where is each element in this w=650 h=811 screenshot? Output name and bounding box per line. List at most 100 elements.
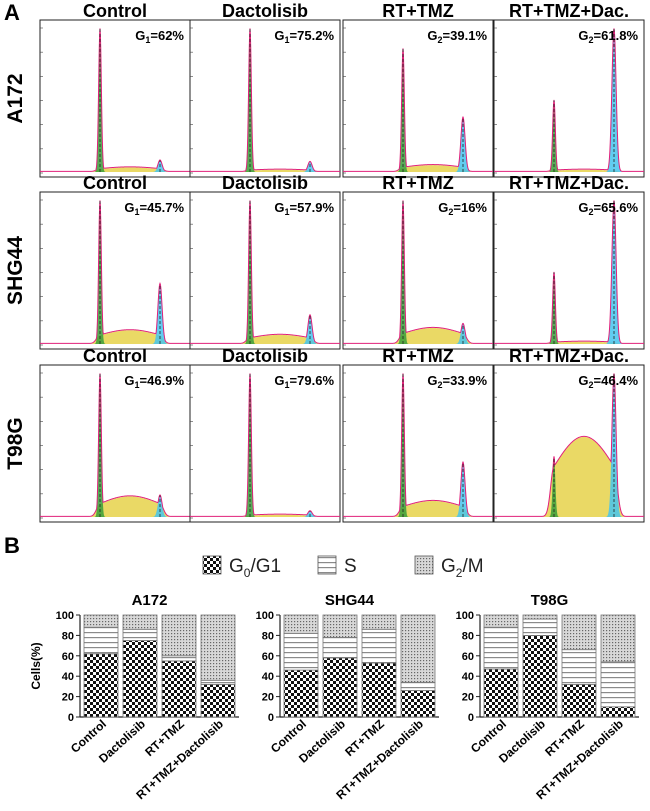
section-label-a: A — [4, 0, 20, 25]
phase-percentage-label: G1=45.7% — [124, 200, 184, 217]
bar-segment-g2-m — [200, 614, 236, 681]
fit-line — [494, 200, 644, 344]
y-tick-label: 0 — [468, 712, 474, 724]
phase-percentage-label: G1=75.2% — [274, 28, 334, 45]
fit-line — [494, 373, 644, 517]
fit-line — [40, 28, 190, 172]
histogram-title: RT+TMZ+Dac. — [509, 1, 629, 21]
histogram-panel: RT+TMZ G2=39.1% — [342, 1, 494, 178]
y-tick-label: 20 — [262, 692, 274, 704]
histogram-title: Dactolisib — [222, 346, 308, 366]
y-tick-label: 80 — [62, 630, 74, 642]
y-tick-label: 60 — [62, 651, 74, 663]
histogram-frame — [39, 19, 191, 178]
histogram-frame — [342, 191, 494, 350]
g2-peak-area — [190, 315, 340, 344]
bar-segment-g2-m — [122, 614, 158, 630]
section-label-b: B — [4, 533, 20, 558]
y-tick-label: 20 — [462, 692, 474, 704]
bar-segment-g2-m — [483, 614, 519, 628]
fit-line — [494, 28, 644, 172]
bar-chart-title: SHG44 — [325, 592, 375, 609]
bar-segment-g0-g1 — [283, 669, 319, 718]
bar-segment-s — [283, 632, 319, 671]
histogram-panel: Dactolisib G1=79.6% — [189, 346, 341, 523]
bar-segment-g2-m — [161, 614, 197, 657]
histogram-frame — [493, 19, 645, 178]
stacked-bar-chart: SHG44020406080100ControlDactolisibRT+TMZ… — [256, 592, 439, 802]
histogram-panel: RT+TMZ+Dac. G2=46.4% — [493, 346, 645, 523]
bar-segment-s — [161, 655, 197, 662]
s-phase-area — [190, 514, 340, 517]
s-phase-area — [40, 330, 190, 344]
bar-segment-s — [600, 661, 636, 708]
bar-segment-s — [522, 618, 558, 636]
histogram-frame — [342, 364, 494, 523]
phase-percentage-label: G1=62% — [135, 28, 184, 45]
histogram-title: RT+TMZ — [382, 173, 454, 193]
bar-segment-g2-m — [522, 614, 558, 620]
phase-percentage-label: G1=57.9% — [274, 200, 334, 217]
fit-line — [343, 200, 493, 344]
fit-line — [343, 48, 493, 172]
bar-segment-g2-m — [322, 614, 358, 638]
histogram-frame — [189, 191, 341, 350]
phase-percentage-label: G2=46.4% — [578, 373, 638, 390]
fit-line — [343, 373, 493, 517]
bar-segment-g0-g1 — [122, 640, 158, 718]
bar-segment-s — [561, 649, 597, 685]
histogram-title: RT+TMZ — [382, 346, 454, 366]
bar-segment-g0-g1 — [83, 653, 119, 718]
s-phase-area — [40, 496, 190, 517]
y-tick-label: 0 — [268, 712, 274, 724]
bar-segment-g0-g1 — [522, 635, 558, 718]
cell-line-label: SHG44 — [4, 236, 27, 305]
bar-segment-s — [200, 679, 236, 685]
bar-segment-s — [122, 628, 158, 641]
fit-line — [190, 28, 340, 172]
histogram-frame — [493, 191, 645, 350]
histogram-panel: RT+TMZ G2=33.9% — [342, 346, 494, 523]
histogram-panel: RT+TMZ+Dac. G2=65.6% — [493, 173, 645, 350]
legend-swatch — [202, 555, 222, 575]
histogram-frame — [189, 364, 341, 523]
bar-segment-g2-m — [561, 614, 597, 651]
legend-swatch — [317, 555, 337, 575]
bar-segment-g2-m — [361, 614, 397, 630]
histogram-frame — [189, 19, 341, 178]
stacked-bar-chart: A172020406080100Cells(%)ControlDactolisi… — [29, 592, 239, 802]
legend-label: G2/M — [441, 556, 484, 580]
y-tick-label: 80 — [262, 630, 274, 642]
s-phase-area — [494, 436, 644, 517]
y-tick-label: 80 — [462, 630, 474, 642]
bar-segment-g2-m — [400, 614, 436, 683]
bar-chart-title: A172 — [132, 592, 168, 609]
phase-percentage-label: G1=79.6% — [274, 373, 334, 390]
legend-label: G0/G1 — [229, 556, 281, 580]
fit-line — [40, 200, 190, 344]
s-phase-area — [343, 165, 493, 172]
bar-segment-g0-g1 — [161, 660, 197, 718]
histogram-grid: A172 Control G1=62% Dactolisib G1=75.2% RT+TM… — [4, 1, 645, 523]
cell-line-label: A172 — [4, 73, 27, 123]
bar-segment-g0-g1 — [200, 683, 236, 718]
histogram-panel: Control G1=62% — [39, 1, 191, 178]
histogram-panel: Dactolisib G1=75.2% — [189, 1, 341, 178]
phase-percentage-label: G2=65.6% — [578, 200, 638, 217]
bar-segment-g0-g1 — [483, 668, 519, 718]
bar-segment-s — [83, 626, 119, 655]
legend-label: S — [344, 556, 357, 577]
histogram-title: Dactolisib — [222, 173, 308, 193]
y-tick-label: 0 — [68, 712, 74, 724]
histogram-title: Dactolisib — [222, 1, 308, 21]
fit-line — [40, 373, 190, 517]
stacked-bar-charts: A172020406080100Cells(%)ControlDactolisi… — [29, 592, 639, 802]
histogram-title: Control — [83, 346, 147, 366]
histogram-panel: RT+TMZ G2=16% — [342, 173, 494, 350]
bar-segment-s — [400, 681, 436, 691]
bar-segment-g2-m — [83, 614, 119, 628]
bar-segment-g0-g1 — [400, 690, 436, 718]
y-tick-label: 60 — [262, 651, 274, 663]
bar-segment-s — [361, 628, 397, 664]
